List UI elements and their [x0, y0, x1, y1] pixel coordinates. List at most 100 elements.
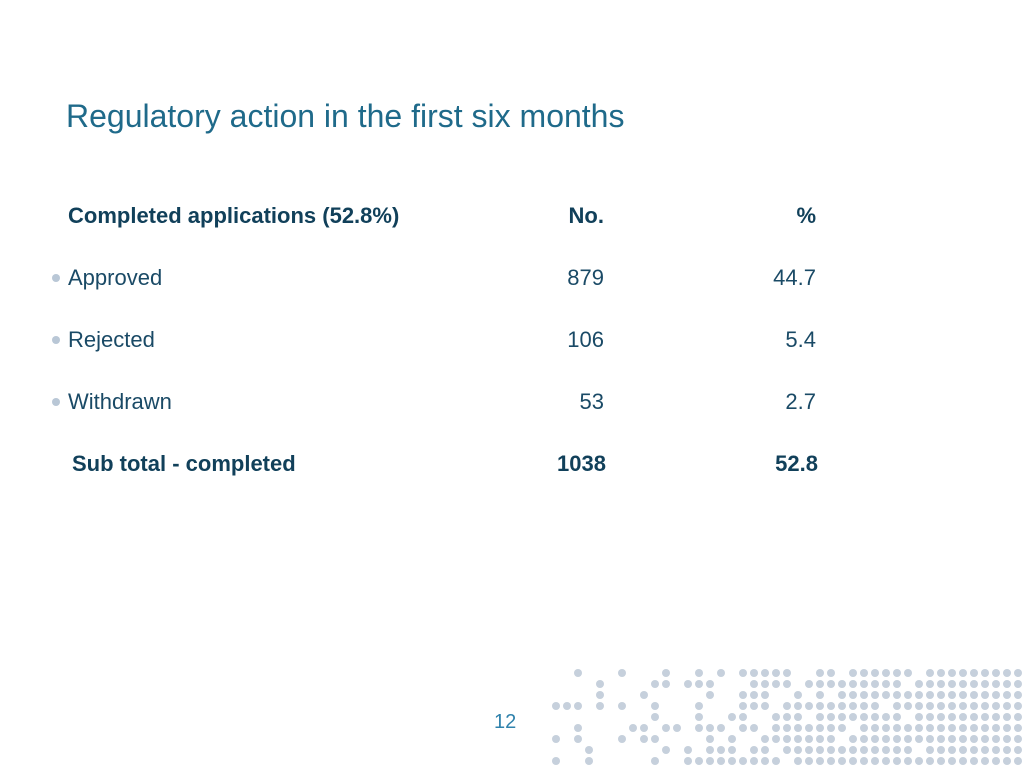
decorative-dot — [860, 702, 868, 710]
decorative-dot — [959, 735, 967, 743]
decorative-dot — [728, 757, 736, 765]
decorative-dot — [761, 702, 769, 710]
decorative-dot — [750, 702, 758, 710]
decorative-dot — [1014, 691, 1022, 699]
decorative-dot — [970, 735, 978, 743]
decorative-dot — [816, 757, 824, 765]
decorative-dot — [728, 713, 736, 721]
decorative-dot — [794, 724, 802, 732]
decorative-dot — [585, 746, 593, 754]
row-no-rejected: 106 — [567, 327, 604, 352]
decorative-dot — [937, 724, 945, 732]
decorative-dot — [882, 691, 890, 699]
decorative-dot — [695, 680, 703, 688]
decorative-dot — [1003, 746, 1011, 754]
decorative-dot — [717, 746, 725, 754]
decorative-dot — [959, 680, 967, 688]
decorative-dot — [970, 669, 978, 677]
decorative-dot — [948, 746, 956, 754]
decorative-dot — [926, 702, 934, 710]
decorative-dot — [838, 691, 846, 699]
decorative-dot — [618, 735, 626, 743]
decorative-dot — [948, 680, 956, 688]
decorative-dot — [948, 735, 956, 743]
decorative-dot — [1003, 669, 1011, 677]
decorative-dot — [739, 724, 747, 732]
decorative-dot — [915, 735, 923, 743]
decorative-dot — [728, 735, 736, 743]
decorative-dot — [1014, 757, 1022, 765]
decorative-dot — [981, 702, 989, 710]
decorative-dot — [640, 724, 648, 732]
table-header-pct: % — [796, 203, 816, 228]
decorative-dot — [574, 702, 582, 710]
decorative-dot — [959, 757, 967, 765]
row-pct-withdrawn: 2.7 — [785, 389, 816, 414]
decorative-dot — [1003, 713, 1011, 721]
decorative-dot — [783, 669, 791, 677]
decorative-dot — [871, 669, 879, 677]
decorative-dot — [882, 713, 890, 721]
decorative-dot — [849, 757, 857, 765]
slide-title: Regulatory action in the first six month… — [66, 98, 625, 134]
row-no-withdrawn: 53 — [579, 389, 604, 414]
decorative-dot — [1003, 757, 1011, 765]
decorative-dot — [1014, 746, 1022, 754]
decorative-dot — [860, 669, 868, 677]
decorative-dot — [871, 724, 879, 732]
decorative-dot — [915, 757, 923, 765]
decorative-dot — [937, 680, 945, 688]
decorative-dot — [816, 669, 824, 677]
decorative-dot — [926, 680, 934, 688]
decorative-dot — [574, 669, 582, 677]
decorative-dot — [893, 713, 901, 721]
decorative-dot — [651, 702, 659, 710]
decorative-dot — [640, 735, 648, 743]
decorative-dot — [684, 757, 692, 765]
decorative-dot — [838, 757, 846, 765]
decorative-dot — [1003, 724, 1011, 732]
decorative-dot — [827, 757, 835, 765]
decorative-dot — [750, 691, 758, 699]
decorative-dot — [882, 735, 890, 743]
decorative-dot — [816, 735, 824, 743]
decorative-dot — [959, 702, 967, 710]
decorative-dot — [926, 669, 934, 677]
decorative-dot — [1003, 735, 1011, 743]
decorative-dot — [772, 680, 780, 688]
decorative-dot — [970, 702, 978, 710]
subtotal-no: 1038 — [557, 451, 606, 476]
decorative-dot — [805, 702, 813, 710]
decorative-dot — [926, 691, 934, 699]
decorative-dot — [618, 669, 626, 677]
decorative-dot — [827, 724, 835, 732]
decorative-dot — [904, 746, 912, 754]
row-no-approved: 879 — [567, 265, 604, 290]
decorative-dot — [651, 713, 659, 721]
subtotal-label: Sub total - completed — [72, 451, 296, 476]
decorative-dot — [783, 724, 791, 732]
page-number: 12 — [494, 711, 517, 733]
decorative-dot — [992, 757, 1000, 765]
decorative-dot — [981, 735, 989, 743]
decorative-dot — [684, 680, 692, 688]
decorative-dot — [827, 680, 835, 688]
decorative-dot — [948, 691, 956, 699]
decorative-dot — [871, 757, 879, 765]
decorative-dot — [761, 746, 769, 754]
decorative-dot — [794, 746, 802, 754]
decorative-dot — [1014, 669, 1022, 677]
decorative-dot — [838, 702, 846, 710]
decorative-dot — [596, 702, 604, 710]
decorative-dot — [750, 746, 758, 754]
decorative-dot — [860, 713, 868, 721]
decorative-dot — [915, 702, 923, 710]
decorative-dot — [783, 680, 791, 688]
decorative-dot — [992, 735, 1000, 743]
decorative-dot — [893, 680, 901, 688]
decorative-dot — [937, 757, 945, 765]
decorative-dot — [981, 691, 989, 699]
decorative-dot — [552, 735, 560, 743]
decorative-dot — [695, 757, 703, 765]
decorative-dot — [827, 713, 835, 721]
